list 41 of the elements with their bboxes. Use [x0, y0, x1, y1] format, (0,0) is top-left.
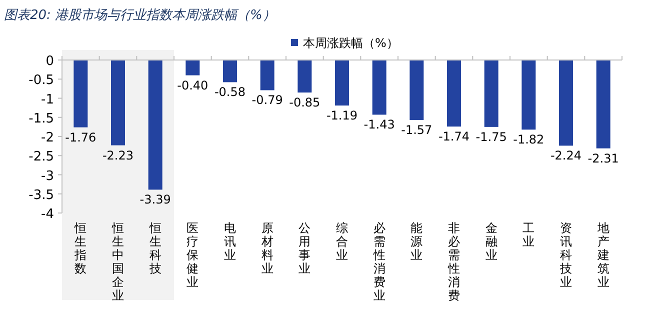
text: -2.24	[550, 148, 582, 163]
text: -1.19	[326, 108, 358, 123]
y-tick-label: -3.5	[28, 188, 54, 203]
x-tick-label: 能源业	[410, 221, 423, 262]
y-tick-label: 0	[46, 54, 54, 69]
x-tick-label: 地产建筑业	[596, 221, 610, 289]
x-tick-label: 公用事业	[298, 221, 311, 276]
x-tick-label: 资讯科技业	[559, 221, 572, 289]
text: -1.82	[513, 132, 544, 147]
text: -0.85	[289, 96, 320, 110]
y-tick-label: -2.5	[28, 150, 54, 165]
text: -1.57	[401, 123, 432, 138]
x-tick-label: 综合业	[336, 221, 348, 262]
x-tick-label: 恒生科技	[148, 221, 162, 276]
y-tick-label: -0.5	[28, 73, 54, 88]
y-tick-label: -1.5	[28, 111, 54, 126]
x-tick-label: 电讯业	[224, 221, 236, 262]
x-tick-label: 非必需性消费	[447, 221, 460, 302]
y-tick-label: -3	[41, 168, 54, 184]
x-tick-label: 金融业	[485, 221, 498, 262]
chart-title: 图表20: 港股市场与行业指数本周涨跌幅（%）	[4, 8, 276, 23]
text: -2.31	[588, 151, 619, 166]
text: -1.43	[364, 118, 395, 132]
text: -1.75	[476, 130, 507, 144]
x-tick-label: 必需性消费业	[372, 221, 386, 302]
y-tick-label: -4	[41, 207, 54, 222]
text: -2.23	[102, 148, 134, 162]
text: -1.74	[438, 130, 470, 144]
x-tick-label: 恒生中国企业	[111, 221, 124, 302]
y-tick-label: -1	[41, 92, 54, 108]
x-tick-label: 工业	[522, 221, 535, 248]
text: -1.76	[65, 130, 96, 144]
y-tick-label: -2	[41, 130, 54, 146]
legend-label: 本周涨跌幅（%）	[303, 36, 398, 50]
text: -3.39	[140, 192, 171, 207]
x-tick-label: 医疗保健业	[186, 221, 199, 289]
x-tick-label: 原材料业	[260, 221, 274, 276]
text: -0.40	[177, 78, 208, 92]
text: -0.58	[214, 85, 246, 100]
text: -0.79	[252, 93, 283, 108]
x-tick-label: 恒生指数	[74, 221, 87, 276]
